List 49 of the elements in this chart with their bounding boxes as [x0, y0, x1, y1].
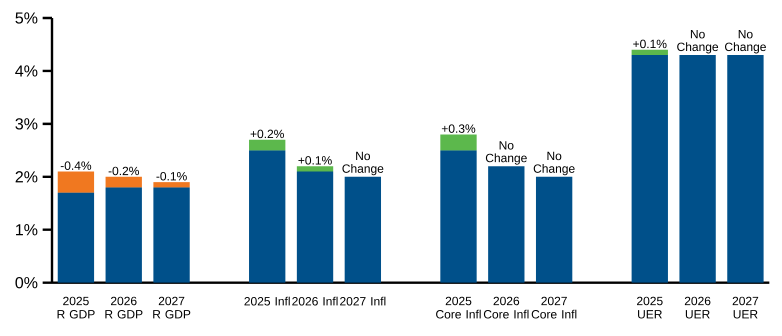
y-tick-label: 2%	[16, 171, 38, 182]
bar	[632, 55, 668, 283]
bar	[58, 192, 94, 283]
x-tick-label: 2025 Infl	[244, 296, 290, 306]
x-tick-label: 2026 Infl	[292, 296, 338, 306]
data-label: +0.1%	[298, 156, 332, 165]
bar	[249, 140, 286, 150]
bar	[632, 50, 668, 56]
data-label: +0.2%	[250, 130, 284, 138]
bar	[153, 182, 190, 188]
x-tick-label: 2027 Infl	[340, 296, 386, 306]
data-label: -0.1%	[156, 172, 187, 180]
text: No Change	[486, 141, 527, 165]
text: No Change	[725, 30, 766, 54]
bar	[296, 172, 334, 283]
bar	[58, 172, 94, 193]
x-tick-label: 2026 R GDP	[105, 296, 142, 319]
bar	[536, 176, 572, 283]
y-tick-label: 0%	[15, 277, 38, 288]
bar	[344, 176, 382, 283]
x-tick-label: 2027 Core Infl	[532, 296, 576, 319]
data-label: -0.4%	[60, 161, 92, 170]
y-tick-label: 5%	[15, 12, 38, 24]
data-label: +0.1%	[633, 40, 667, 48]
y-tick-label: 4%	[15, 65, 38, 77]
bar	[106, 176, 142, 188]
bar	[153, 187, 190, 283]
x-tick-label: 2027 UER	[732, 296, 758, 319]
y-tick-label: 1%	[16, 224, 38, 236]
x-tick-label: 2025 UER	[637, 296, 663, 319]
bar	[106, 187, 142, 283]
y-tick-label: 3%	[15, 118, 38, 130]
x-tick-label: 2026 Core Infl	[484, 296, 529, 319]
bar	[488, 166, 524, 283]
data-label: +0.3%	[442, 124, 476, 133]
data-label: -0.2%	[108, 166, 139, 176]
x-tick-label: 2027 R GDP	[153, 296, 190, 319]
bar	[440, 150, 477, 283]
bar	[727, 55, 764, 283]
bar	[679, 55, 716, 283]
x-tick-label: 2026 UER	[684, 296, 710, 319]
bar	[249, 150, 286, 283]
x-tick-label: 2025 R GDP	[58, 296, 95, 319]
text: No Change	[534, 152, 575, 176]
x-tick-label: 2025 Core Infl	[436, 296, 481, 319]
text: No Change	[342, 152, 384, 176]
text: No Change	[677, 30, 718, 54]
bar	[296, 166, 334, 172]
bar	[440, 134, 477, 150]
